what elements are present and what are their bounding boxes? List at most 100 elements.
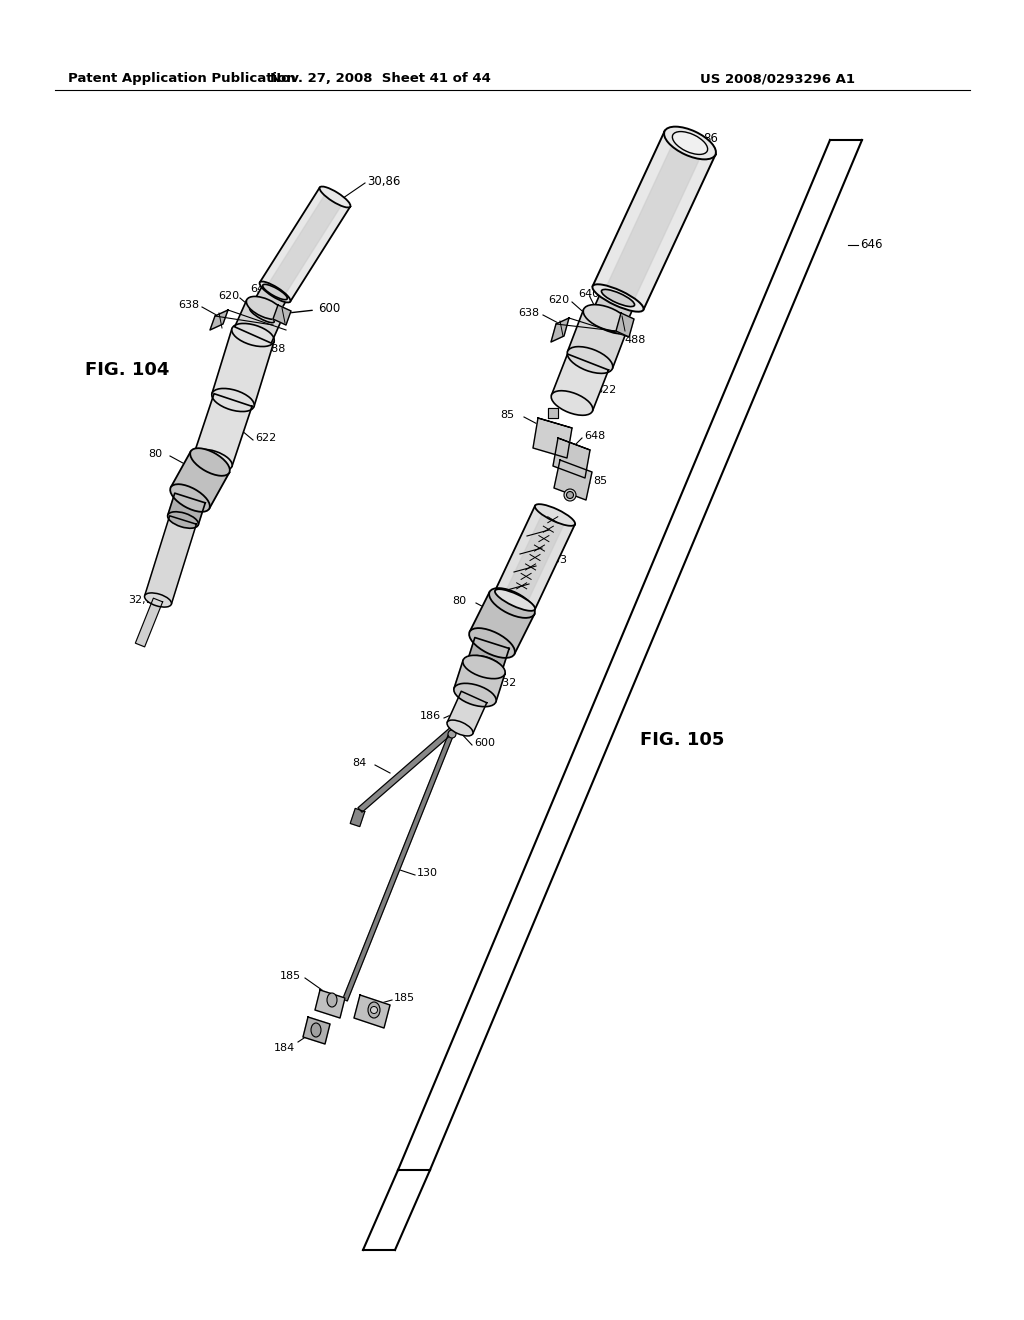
Ellipse shape [495, 589, 536, 611]
Text: 133: 133 [547, 554, 568, 565]
Text: 648: 648 [584, 432, 605, 441]
Text: 80: 80 [148, 449, 162, 459]
Text: 84: 84 [352, 758, 367, 768]
Ellipse shape [170, 484, 210, 512]
Polygon shape [350, 808, 365, 826]
Text: 488: 488 [264, 345, 286, 354]
Polygon shape [552, 354, 608, 411]
Text: Nov. 27, 2008  Sheet 41 of 44: Nov. 27, 2008 Sheet 41 of 44 [269, 73, 490, 84]
Ellipse shape [665, 127, 716, 160]
Polygon shape [553, 438, 590, 478]
Ellipse shape [327, 993, 337, 1007]
Ellipse shape [371, 1006, 378, 1014]
Text: 80: 80 [452, 597, 466, 606]
Text: FIG. 104: FIG. 104 [85, 360, 169, 379]
Text: 646: 646 [860, 238, 883, 251]
Text: 32,186: 32,186 [128, 595, 167, 605]
Polygon shape [315, 990, 345, 1018]
Text: 232: 232 [495, 678, 516, 688]
Polygon shape [538, 418, 572, 428]
Text: FIG. 105: FIG. 105 [640, 731, 724, 748]
Ellipse shape [319, 186, 350, 207]
Ellipse shape [263, 284, 288, 300]
Text: 622: 622 [255, 433, 276, 444]
Polygon shape [194, 393, 252, 466]
Polygon shape [495, 506, 574, 610]
Ellipse shape [584, 305, 629, 331]
Text: 85: 85 [500, 411, 514, 420]
Polygon shape [135, 598, 163, 647]
Ellipse shape [247, 297, 284, 319]
Text: 30,86: 30,86 [367, 176, 400, 189]
Ellipse shape [566, 491, 573, 499]
Polygon shape [266, 191, 343, 297]
Polygon shape [168, 494, 205, 525]
Polygon shape [212, 329, 274, 407]
Ellipse shape [593, 284, 644, 312]
Ellipse shape [468, 656, 503, 675]
Ellipse shape [551, 391, 593, 416]
Polygon shape [468, 638, 509, 671]
Text: 185: 185 [394, 993, 415, 1003]
Ellipse shape [311, 1023, 321, 1038]
Ellipse shape [454, 684, 497, 706]
Polygon shape [234, 300, 284, 343]
Polygon shape [558, 438, 590, 450]
Text: 85: 85 [593, 477, 607, 486]
Text: 600: 600 [318, 301, 340, 314]
Ellipse shape [259, 281, 291, 302]
Polygon shape [454, 660, 505, 702]
Text: 638: 638 [178, 300, 199, 310]
Ellipse shape [590, 317, 623, 334]
Text: 600: 600 [474, 738, 495, 748]
Text: 186: 186 [420, 711, 441, 721]
Text: Patent Application Publication: Patent Application Publication [68, 73, 296, 84]
Ellipse shape [190, 449, 229, 475]
Polygon shape [470, 591, 535, 655]
Polygon shape [593, 131, 716, 310]
Ellipse shape [231, 323, 274, 347]
Polygon shape [548, 408, 558, 418]
Polygon shape [171, 451, 229, 508]
Text: 130: 130 [417, 869, 438, 878]
Ellipse shape [368, 1002, 380, 1018]
Ellipse shape [212, 388, 254, 412]
Ellipse shape [194, 449, 232, 471]
Polygon shape [534, 418, 572, 458]
Polygon shape [554, 459, 592, 500]
Text: 620: 620 [548, 294, 569, 305]
Polygon shape [447, 692, 486, 734]
Ellipse shape [463, 655, 505, 678]
Polygon shape [590, 290, 635, 333]
Ellipse shape [449, 730, 456, 738]
Text: 640: 640 [578, 289, 599, 300]
Ellipse shape [144, 593, 171, 607]
Polygon shape [144, 516, 197, 605]
Text: 638: 638 [518, 308, 539, 318]
Text: 185: 185 [280, 972, 301, 981]
Text: 620: 620 [218, 290, 240, 301]
Polygon shape [358, 727, 454, 812]
Polygon shape [273, 305, 291, 325]
Text: 488: 488 [624, 335, 645, 345]
Ellipse shape [665, 129, 716, 157]
Polygon shape [260, 187, 350, 301]
Text: 622: 622 [595, 385, 616, 395]
Polygon shape [616, 313, 634, 337]
Ellipse shape [601, 289, 635, 306]
Polygon shape [504, 510, 566, 605]
Polygon shape [343, 731, 455, 1001]
Polygon shape [551, 318, 569, 342]
Ellipse shape [168, 512, 199, 528]
Ellipse shape [673, 132, 708, 154]
Ellipse shape [489, 589, 535, 618]
Ellipse shape [564, 488, 575, 502]
Polygon shape [604, 136, 703, 305]
Ellipse shape [535, 504, 575, 525]
Text: 184: 184 [274, 1043, 295, 1053]
Ellipse shape [447, 719, 473, 737]
Text: 640: 640 [250, 284, 271, 294]
Polygon shape [250, 285, 287, 322]
Ellipse shape [567, 347, 612, 374]
Text: US 2008/0293296 A1: US 2008/0293296 A1 [700, 73, 855, 84]
